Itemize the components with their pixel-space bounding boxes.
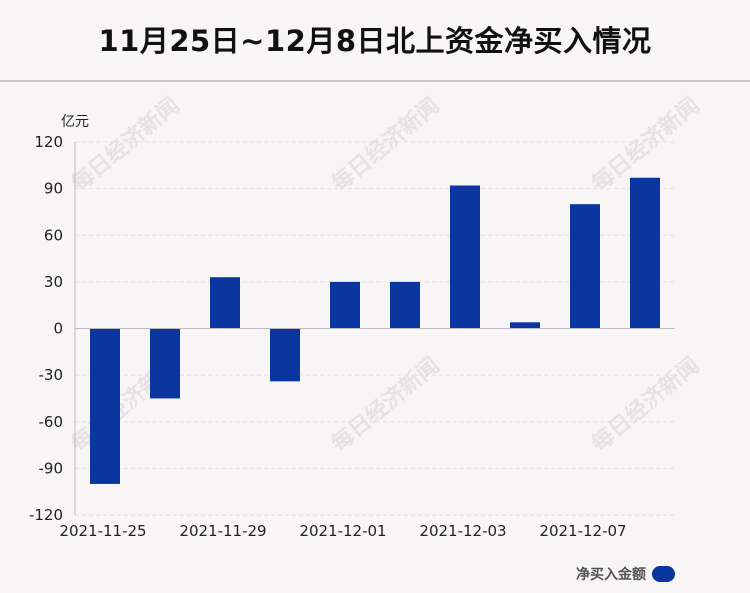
bar	[450, 185, 480, 329]
bar	[210, 277, 240, 329]
y-tick-label: 120	[34, 133, 63, 151]
y-tick-label: 0	[53, 320, 63, 338]
y-tick-label: 30	[44, 273, 63, 291]
bar	[270, 328, 300, 382]
y-tick-label: -120	[29, 506, 63, 524]
x-tick-label: 2021-12-01	[299, 522, 386, 540]
y-tick-label: -90	[39, 459, 64, 477]
y-tick-label: 90	[44, 180, 63, 198]
watermark-text: 每日经济新闻	[327, 92, 445, 197]
watermark-text: 每日经济新闻	[327, 352, 445, 457]
y-tick-label: -30	[39, 366, 64, 384]
bar	[570, 204, 600, 329]
watermark-text: 每日经济新闻	[587, 352, 705, 457]
legend: 净买入金额	[576, 564, 675, 584]
bar	[150, 328, 180, 399]
title-divider	[0, 80, 750, 82]
watermark-text: 每日经济新闻	[67, 92, 185, 197]
x-tick-label: 2021-12-03	[419, 522, 506, 540]
x-tick-label: 2021-11-25	[59, 522, 146, 540]
y-tick-label: -60	[39, 413, 64, 431]
chart-title: 11月25日~12月8日北上资金净买入情况	[98, 24, 652, 58]
bar	[630, 177, 660, 329]
bars	[90, 177, 660, 484]
bar	[510, 322, 540, 329]
legend-swatch	[652, 566, 675, 582]
bar	[390, 281, 420, 329]
x-tick-label: 2021-12-07	[539, 522, 626, 540]
y-axis-unit-label: 亿元	[61, 114, 89, 130]
x-axis: 2021-11-25 2021-11-29 2021-12-01 2021-12-03…	[59, 328, 675, 540]
bar	[90, 328, 120, 484]
y-axis: 120 90 60 30 0 -30 -60 -90 -120	[29, 133, 76, 524]
y-tick-label: 60	[44, 226, 63, 244]
x-tick-label: 2021-11-29	[179, 522, 266, 540]
legend-label: 净买入金额	[576, 567, 646, 583]
bar	[330, 281, 360, 329]
